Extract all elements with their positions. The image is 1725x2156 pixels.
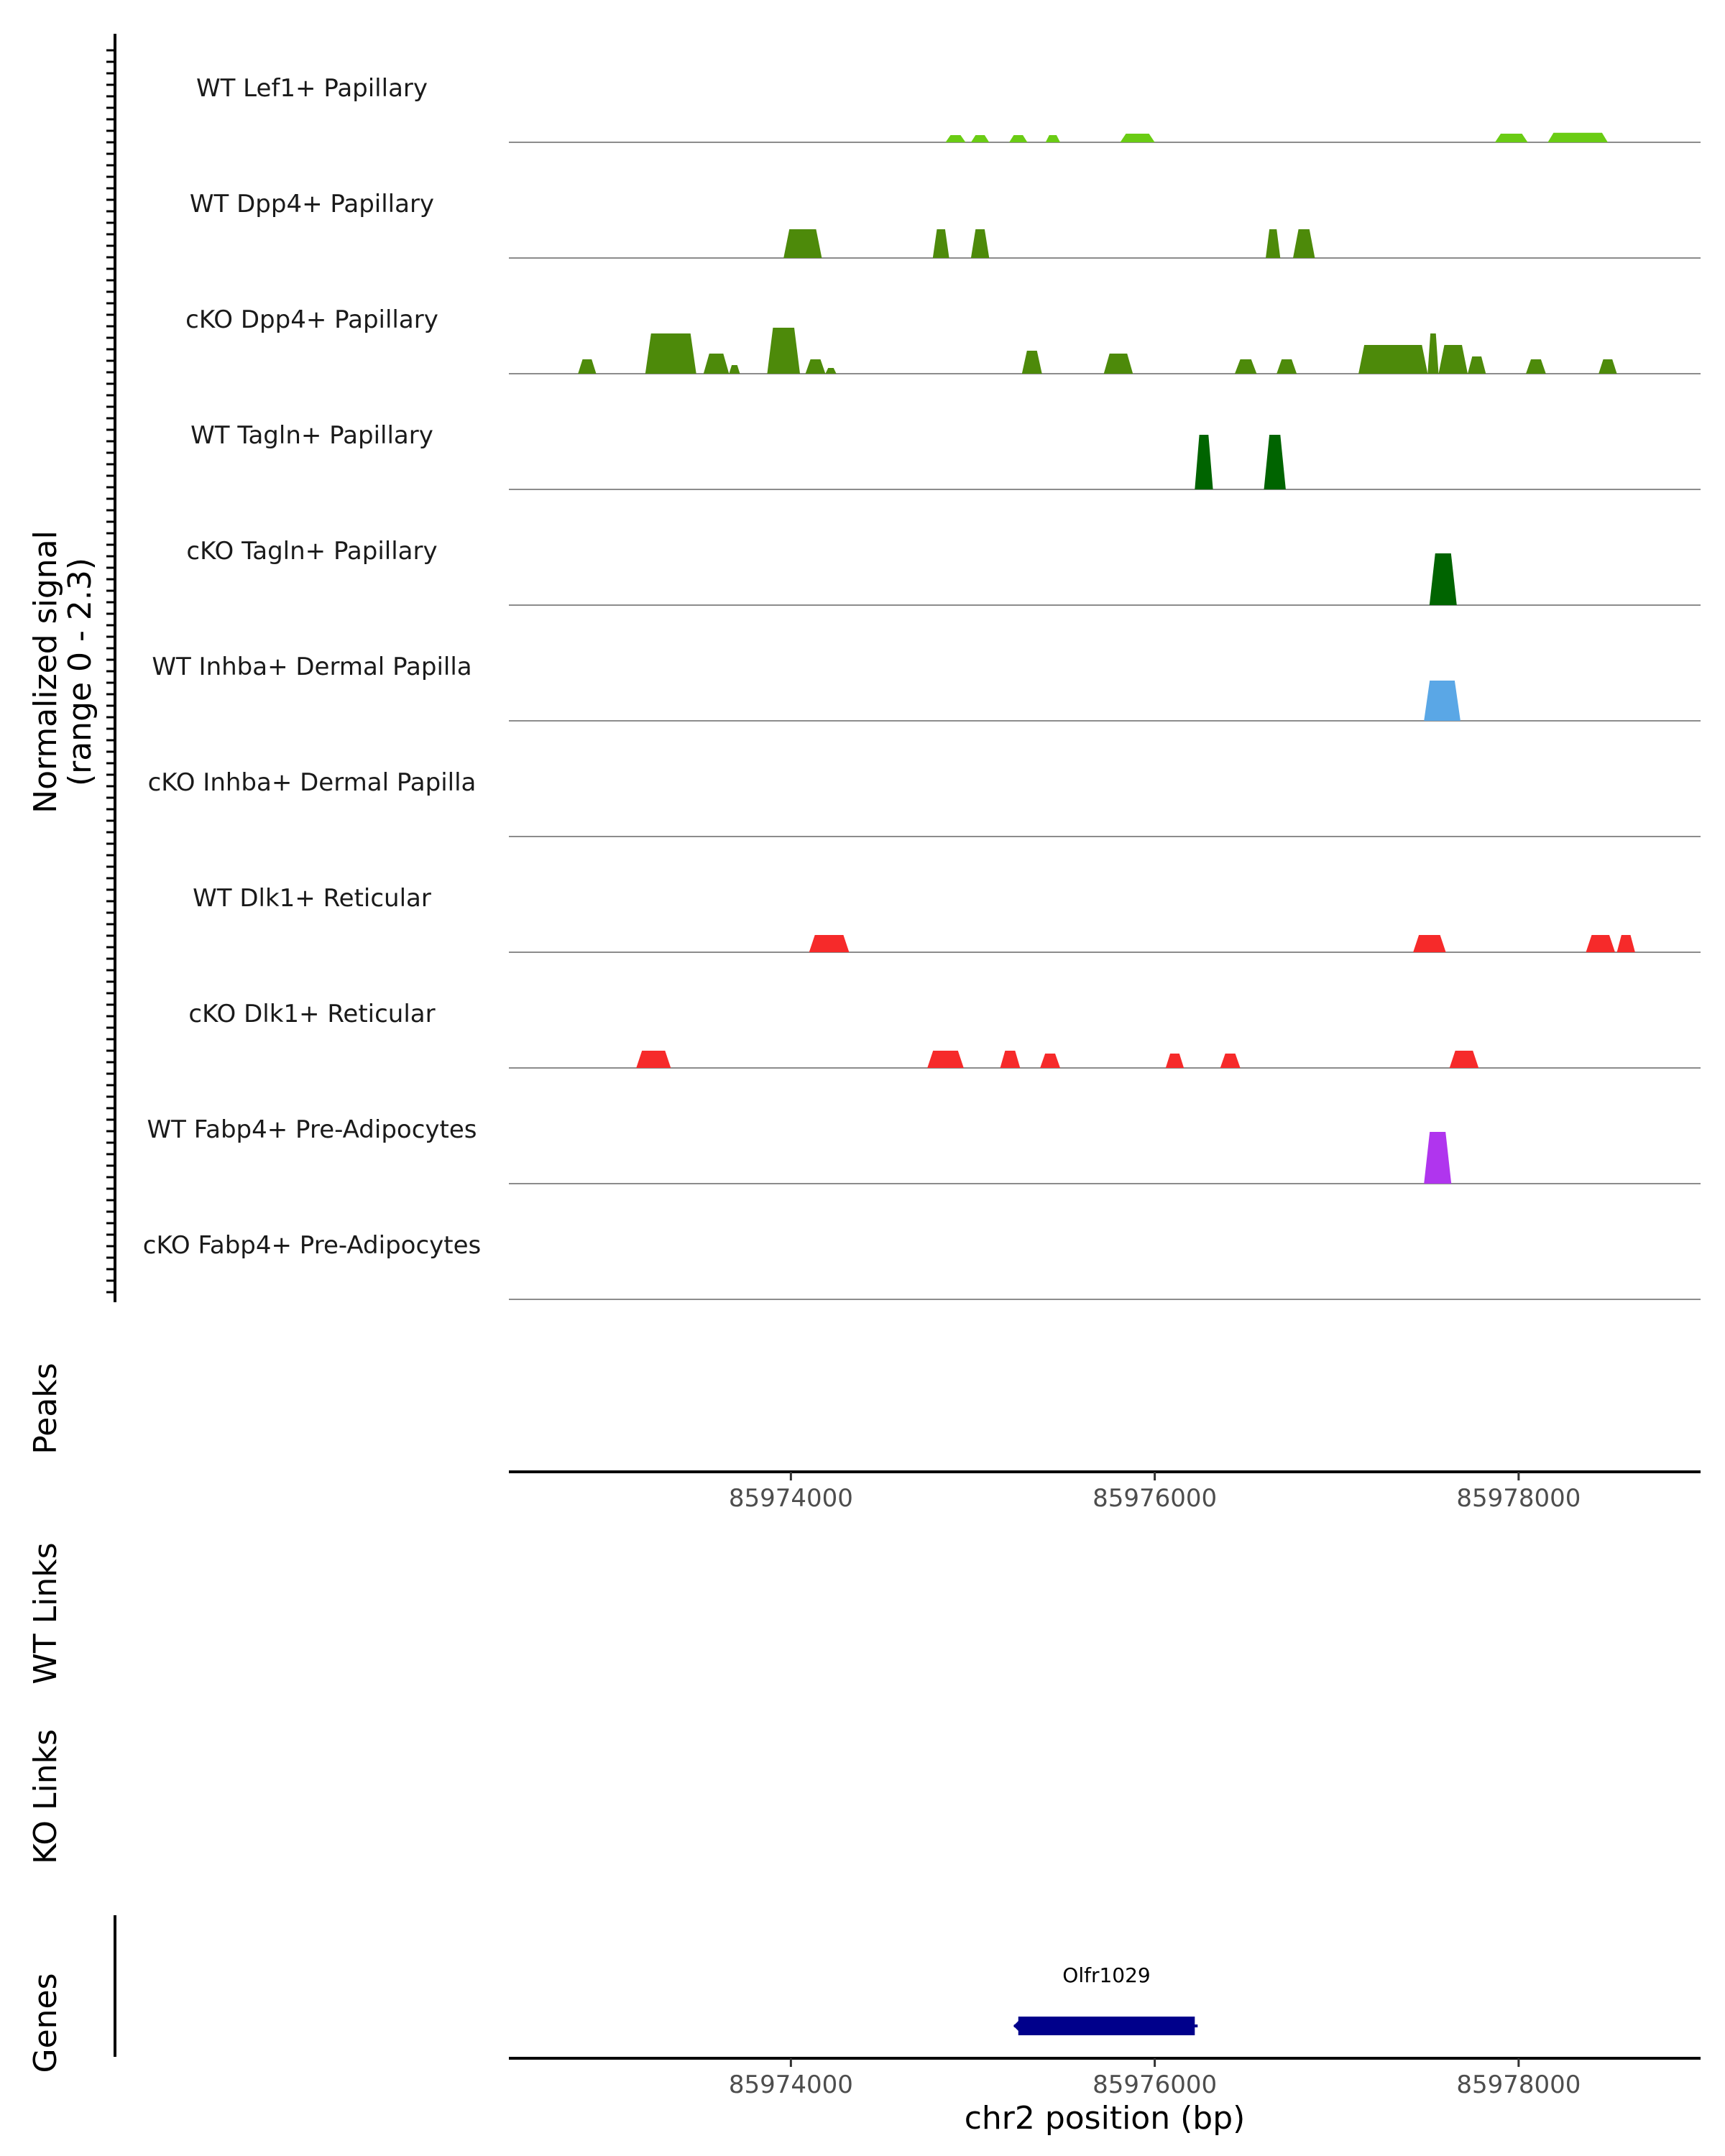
signal-peak bbox=[1427, 333, 1439, 374]
signal-peak bbox=[825, 368, 837, 374]
signal-peak bbox=[809, 935, 850, 952]
genes-x-axis-ticks: 85974000 85976000 85978000 bbox=[729, 2058, 1581, 2099]
track-cko-dpp4-papillary: cKO Dpp4+ Papillary bbox=[185, 305, 1701, 374]
gene-annotations: Olfr1029 bbox=[1013, 1963, 1198, 2035]
signal-peak bbox=[805, 359, 826, 374]
signal-peak bbox=[1235, 359, 1257, 374]
signal-peak bbox=[645, 333, 696, 374]
signal-peak bbox=[1598, 359, 1617, 374]
signal-peak bbox=[970, 229, 990, 258]
signal-peak bbox=[970, 135, 990, 142]
track-label: cKO Inhba+ Dermal Papilla bbox=[148, 768, 477, 797]
gene-strand-arrow bbox=[1013, 2017, 1024, 2035]
signal-axis-range: (range 0 - 2.3) bbox=[62, 558, 98, 786]
signal-peak bbox=[1220, 1054, 1241, 1068]
track-label: cKO Dpp4+ Papillary bbox=[185, 305, 438, 334]
signal-axis-ticks bbox=[106, 49, 115, 1294]
signal-peak bbox=[1103, 354, 1133, 374]
track-wt-dlk1-reticular: WT Dlk1+ Reticular bbox=[193, 884, 1701, 953]
track-wt-lef1-papillary: WT Lef1+ Papillary bbox=[196, 74, 1701, 143]
x-tick-label: 85974000 bbox=[729, 2070, 853, 2099]
signal-axis-title: Normalized signal bbox=[27, 530, 64, 814]
peaks-panel-title: Peaks bbox=[27, 1363, 64, 1454]
signal-peak bbox=[1438, 345, 1468, 374]
track-wt-inhba-dermal-papilla: WT Inhba+ Dermal Papilla bbox=[152, 653, 1701, 722]
signal-peak bbox=[1449, 1051, 1479, 1068]
track-wt-tagln-papillary: WT Tagln+ Papillary bbox=[190, 421, 1701, 490]
signal-peak bbox=[636, 1051, 671, 1068]
signal-peak bbox=[1120, 134, 1155, 142]
x-tick-label: 85976000 bbox=[1092, 2070, 1217, 2099]
gene-label: Olfr1029 bbox=[1062, 1963, 1150, 1987]
x-tick-label: 85974000 bbox=[729, 1484, 853, 1513]
signal-peak bbox=[703, 354, 730, 374]
signal-peak bbox=[1495, 134, 1528, 142]
signal-peak bbox=[945, 135, 966, 142]
wt-links-panel-title: WT Links bbox=[27, 1542, 64, 1684]
signal-peak bbox=[1424, 681, 1460, 721]
signal-peak bbox=[1468, 356, 1486, 374]
track-wt-fabp4-pre-adipocytes: WT Fabp4+ Pre-Adipocytes bbox=[147, 1115, 1701, 1184]
x-tick-label: 85978000 bbox=[1456, 1484, 1581, 1513]
signal-peak bbox=[1000, 1051, 1021, 1068]
signal-peak bbox=[1358, 345, 1428, 374]
gene-exon bbox=[1018, 2017, 1195, 2035]
genes-panel-title: Genes bbox=[27, 1973, 64, 2073]
signal-peak bbox=[1429, 553, 1457, 605]
track-cko-fabp4-pre-adipocytes: cKO Fabp4+ Pre-Adipocytes bbox=[143, 1231, 1701, 1300]
signal-peak bbox=[1413, 935, 1446, 952]
signal-peak bbox=[1266, 229, 1281, 258]
track-label: WT Lef1+ Papillary bbox=[196, 74, 428, 103]
signal-peak bbox=[1526, 359, 1546, 374]
signal-peak bbox=[1276, 359, 1297, 374]
signal-peak bbox=[1021, 351, 1042, 374]
track-label: WT Inhba+ Dermal Papilla bbox=[152, 653, 472, 681]
signal-peak bbox=[1195, 435, 1213, 489]
track-label: WT Fabp4+ Pre-Adipocytes bbox=[147, 1115, 477, 1144]
signal-peak bbox=[1293, 229, 1315, 258]
track-label: cKO Fabp4+ Pre-Adipocytes bbox=[143, 1231, 482, 1260]
track-cko-tagln-papillary: cKO Tagln+ Papillary bbox=[186, 537, 1701, 606]
x-tick-label: 85976000 bbox=[1092, 1484, 1217, 1513]
signal-peak bbox=[932, 229, 949, 258]
track-label: WT Dpp4+ Papillary bbox=[190, 190, 434, 218]
track-label: cKO Dlk1+ Reticular bbox=[188, 1000, 435, 1028]
signal-peak bbox=[783, 229, 822, 258]
signal-peak bbox=[1586, 935, 1615, 952]
signal-peak bbox=[1040, 1054, 1060, 1068]
signal-peak bbox=[767, 328, 800, 374]
gene-olfr1029: Olfr1029 bbox=[1013, 1963, 1198, 2035]
signal-peak bbox=[1616, 935, 1635, 952]
signal-peak bbox=[729, 365, 740, 374]
x-axis-title: chr2 position (bp) bbox=[965, 2100, 1246, 2137]
coverage-tracks: WT Lef1+ Papillary WT Dpp4+ Papillary cKO … bbox=[143, 74, 1701, 1300]
signal-peak bbox=[1045, 135, 1060, 142]
track-label: WT Tagln+ Papillary bbox=[190, 421, 433, 450]
signal-peak bbox=[1547, 132, 1608, 142]
track-cko-inhba-dermal-papilla: cKO Inhba+ Dermal Papilla bbox=[148, 768, 1701, 837]
track-label: cKO Tagln+ Papillary bbox=[186, 537, 437, 566]
ko-links-panel-title: KO Links bbox=[27, 1729, 64, 1864]
signal-peak bbox=[1165, 1054, 1184, 1068]
track-cko-dlk1-reticular: cKO Dlk1+ Reticular bbox=[188, 1000, 1701, 1069]
signal-peak bbox=[578, 359, 597, 374]
signal-peak bbox=[927, 1051, 964, 1068]
track-wt-dpp4-papillary: WT Dpp4+ Papillary bbox=[190, 190, 1701, 259]
signal-peak bbox=[1009, 135, 1028, 142]
peaks-x-axis-ticks: 85974000 85976000 85978000 bbox=[729, 1472, 1581, 1513]
track-label: WT Dlk1+ Reticular bbox=[193, 884, 431, 913]
signal-peak bbox=[1264, 435, 1286, 489]
x-tick-label: 85978000 bbox=[1456, 2070, 1581, 2099]
signal-peak bbox=[1424, 1132, 1452, 1184]
